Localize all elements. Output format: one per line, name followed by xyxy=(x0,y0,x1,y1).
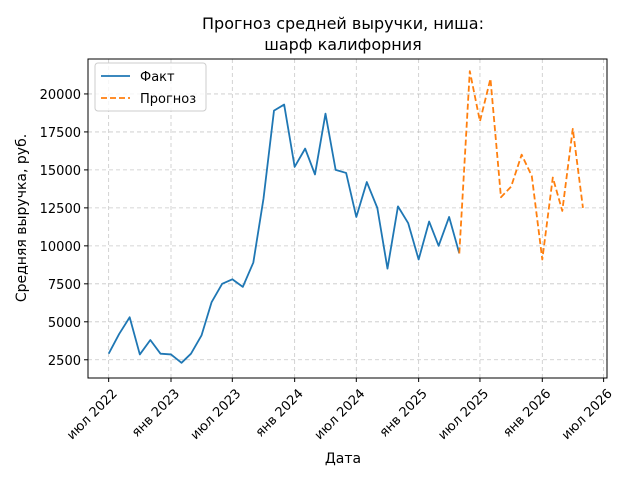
x-tick-label: янв 2025 xyxy=(377,386,431,440)
x-tick-label: янв 2026 xyxy=(500,386,554,440)
chart-title-line-1: Прогноз средней выручки, ниша: xyxy=(202,14,484,33)
series-line-1 xyxy=(458,70,584,261)
y-axis-title: Средняя выручка, руб. xyxy=(14,134,30,302)
y-tick-label: 20000 xyxy=(40,88,81,103)
y-tick-label: 10000 xyxy=(40,240,81,255)
legend-box xyxy=(94,62,207,112)
y-tick-label: 17500 xyxy=(40,126,81,141)
series-layer xyxy=(107,70,584,364)
x-tick-label: июл 2024 xyxy=(312,386,369,443)
x-tick-label: июл 2026 xyxy=(559,386,616,443)
y-tick-label: 2500 xyxy=(48,354,81,369)
x-axis-title: Дата xyxy=(325,451,361,467)
y-tick-label: 15000 xyxy=(40,164,81,179)
chart-title-line-2: шарф калифорния xyxy=(264,35,422,54)
legend-fact-label: Факт xyxy=(140,70,175,85)
legend: Факт Прогноз xyxy=(94,62,207,112)
y-tick-label: 7500 xyxy=(48,278,81,293)
x-tick-label: янв 2023 xyxy=(129,386,183,440)
grid-layer xyxy=(88,59,607,378)
plot-frame xyxy=(87,58,608,379)
y-tick-label: 12500 xyxy=(40,202,81,217)
x-tick-label: июл 2022 xyxy=(64,386,121,443)
x-tick-label: июл 2023 xyxy=(188,386,245,443)
y-tick-label: 5000 xyxy=(48,316,81,331)
legend-forecast-label: Прогноз xyxy=(140,92,196,107)
series-line-0 xyxy=(107,103,461,364)
x-tick-label: янв 2024 xyxy=(253,386,307,440)
tick-layer: 2500 5000 7500 10000 12500 15000 17500 20000 июл… xyxy=(40,88,616,443)
x-tick-label: июл 2025 xyxy=(435,386,492,443)
